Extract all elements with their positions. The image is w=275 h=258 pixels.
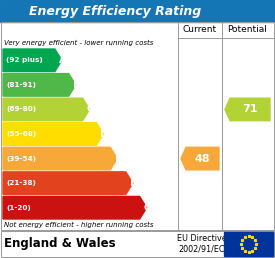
Polygon shape [3,123,103,145]
Bar [224,232,273,256]
Polygon shape [3,196,147,219]
Text: B: B [73,80,81,90]
Text: E: E [115,154,122,164]
Text: 71: 71 [242,104,258,115]
Polygon shape [3,98,90,121]
Text: Potential: Potential [228,26,267,35]
Text: (1-20): (1-20) [6,205,31,211]
Polygon shape [225,98,270,121]
Text: Energy Efficiency Rating: Energy Efficiency Rating [29,4,202,18]
Polygon shape [3,147,117,170]
Text: (81-91): (81-91) [6,82,36,88]
Text: D: D [100,129,109,139]
Text: Very energy efficient - lower running costs: Very energy efficient - lower running co… [4,40,153,46]
Text: (92 plus): (92 plus) [6,57,43,63]
Text: 48: 48 [195,154,210,164]
Bar [1,22,274,230]
Polygon shape [3,172,133,195]
Polygon shape [181,147,219,170]
Text: G: G [144,203,152,213]
Bar [1,231,274,257]
Text: (39-54): (39-54) [6,156,36,162]
Polygon shape [3,49,62,71]
Bar [0,0,275,22]
Text: C: C [87,104,94,115]
Polygon shape [3,74,76,96]
Text: Current: Current [183,26,217,35]
Text: (21-38): (21-38) [6,180,36,186]
Bar [1,22,274,230]
Text: (55-68): (55-68) [6,131,36,137]
Bar [0,230,275,258]
Text: England & Wales: England & Wales [4,238,116,251]
Text: (69-80): (69-80) [6,107,36,112]
Text: A: A [59,55,67,65]
Text: F: F [130,178,138,188]
Text: EU Directive
2002/91/EC: EU Directive 2002/91/EC [177,234,227,254]
Text: Not energy efficient - higher running costs: Not energy efficient - higher running co… [4,222,153,228]
